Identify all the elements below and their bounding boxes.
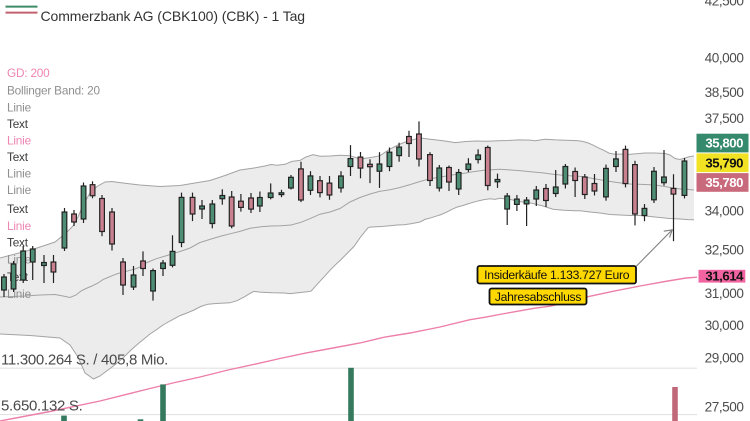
svg-text:31,614: 31,614 <box>705 269 744 284</box>
svg-text:Linie: Linie <box>7 134 32 148</box>
svg-text:38,500: 38,500 <box>705 85 745 100</box>
svg-text:Linie: Linie <box>7 219 32 233</box>
svg-text:35,780: 35,780 <box>705 175 743 190</box>
svg-text:29,000: 29,000 <box>705 350 745 365</box>
svg-text:Text: Text <box>7 236 29 250</box>
svg-text:31,000: 31,000 <box>705 286 745 301</box>
svg-text:Bollinger Band: 20: Bollinger Band: 20 <box>7 84 100 98</box>
svg-text:32,500: 32,500 <box>705 242 745 257</box>
svg-text:34,000: 34,000 <box>705 204 745 219</box>
svg-text:Linie: Linie <box>7 183 32 197</box>
svg-text:GD: 200: GD: 200 <box>7 66 50 80</box>
svg-text:27,500: 27,500 <box>705 400 745 415</box>
svg-text:40,000: 40,000 <box>705 50 745 65</box>
svg-text:37,500: 37,500 <box>705 111 745 126</box>
svg-text:Jahresabschluss: Jahresabschluss <box>495 290 581 304</box>
svg-text:11.300.264 S. / 405,8 Mio.: 11.300.264 S. / 405,8 Mio. <box>1 352 168 369</box>
svg-text:Text: Text <box>7 150 29 164</box>
svg-text:Insiderkäufe 1.133.727 Euro: Insiderkäufe 1.133.727 Euro <box>484 268 630 282</box>
svg-text:Linie: Linie <box>7 167 32 181</box>
svg-text:5.650.132 S.: 5.650.132 S. <box>1 398 82 415</box>
svg-text:35,800: 35,800 <box>705 136 743 151</box>
svg-text:Commerzbank AG (CBK100) (CBK): Commerzbank AG (CBK100) (CBK) - 1 Tag <box>41 8 305 24</box>
svg-text:35,790: 35,790 <box>705 155 743 170</box>
svg-text:Text: Text <box>7 117 29 131</box>
svg-text:42,500: 42,500 <box>705 0 745 9</box>
svg-text:Linie: Linie <box>7 101 32 115</box>
svg-text:Text: Text <box>7 202 29 216</box>
svg-text:30,000: 30,000 <box>705 318 745 333</box>
